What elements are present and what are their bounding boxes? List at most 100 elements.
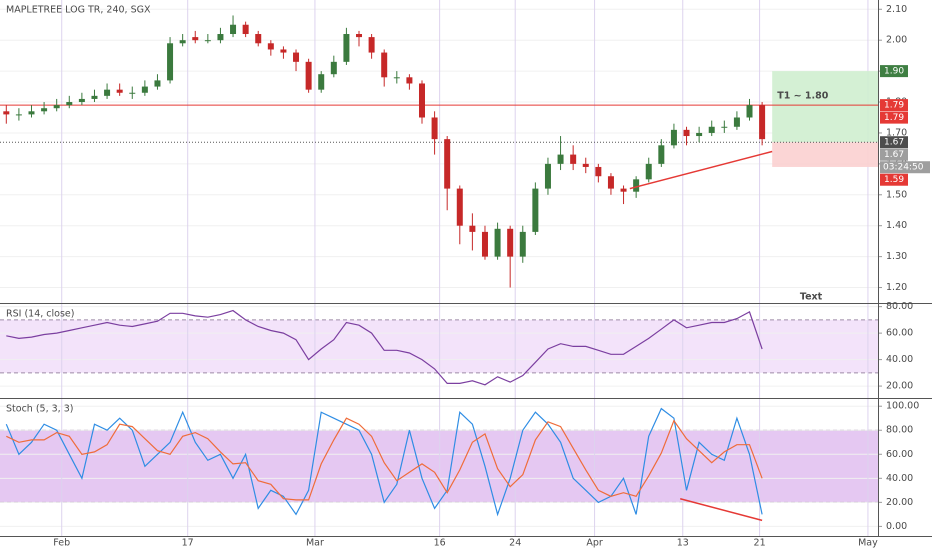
candle-body (733, 117, 740, 127)
x-tick-label: Apr (586, 538, 603, 549)
candle-body (78, 98, 85, 103)
candle-body (557, 154, 564, 164)
candle-body (179, 40, 186, 44)
candle-body (280, 49, 287, 53)
y-tick-label: 40.00 (886, 354, 913, 365)
candle-body (696, 132, 703, 137)
candle-body (418, 83, 425, 118)
pane (0, 304, 878, 398)
annotation: T1 ~ 1.80 (777, 90, 828, 101)
candle-body (204, 40, 211, 42)
candle-body (544, 163, 551, 189)
y-tick-label: 0.00 (886, 521, 907, 532)
price-tag-label: 1.67 (884, 138, 904, 148)
candle-body (104, 89, 111, 96)
price-tag (880, 65, 908, 78)
x-tick-label: 24 (509, 538, 521, 549)
candle-body (242, 24, 249, 35)
candle-body (456, 188, 463, 226)
candle-body (356, 34, 363, 38)
target-zone (772, 71, 878, 143)
candle-body (66, 102, 73, 106)
candle-body (645, 163, 652, 180)
candle-body (444, 139, 451, 189)
candle-body (255, 34, 262, 44)
candle-body (230, 24, 237, 35)
candle-body (305, 61, 312, 90)
candle-body (318, 74, 325, 90)
candle-body (620, 188, 627, 192)
candle-body (481, 231, 488, 257)
price-tag (880, 99, 908, 112)
price-tag-label: 1.67 (884, 150, 904, 160)
price-tag (880, 148, 908, 161)
trend-line (629, 150, 773, 190)
candle-body (431, 117, 438, 140)
countdown-tag (880, 161, 930, 174)
candle-body (406, 77, 413, 84)
x-tick-label: 21 (754, 538, 766, 549)
y-tick-label: 60.00 (886, 328, 913, 339)
x-tick-label: 13 (677, 538, 689, 549)
candle-body (154, 80, 161, 87)
candle-body (330, 61, 337, 75)
y-tick-label: 60.00 (886, 449, 913, 460)
candle-body (670, 129, 677, 146)
candle-body (192, 37, 199, 41)
candle-body (217, 34, 224, 41)
pane: T1 ~ 1.80 Text (0, 0, 878, 303)
candle-body (293, 52, 300, 62)
price-tag-label: 1.79 (884, 113, 904, 123)
price-tag (880, 111, 908, 124)
candle-body (746, 105, 753, 118)
y-tick-label: 2.00 (886, 35, 907, 46)
annotation: Text (800, 291, 823, 302)
x-tick-label: Mar (306, 538, 324, 549)
candle-body (393, 77, 400, 79)
price-tag-label: 1.59 (884, 175, 904, 185)
series-line (6, 309, 763, 386)
x-tick-label: 16 (434, 538, 446, 549)
candle-body (595, 166, 602, 177)
price-tag-label: 1.79 (884, 101, 904, 111)
candle-body (570, 154, 577, 164)
candle-body (368, 37, 375, 53)
candle-body (582, 163, 589, 167)
pane-title: RSI (14, close) (6, 309, 74, 320)
candle-body (129, 92, 136, 94)
candle-body (141, 86, 148, 93)
candle-body (381, 52, 388, 78)
candle-body (494, 228, 501, 257)
candle-body (91, 95, 98, 99)
candle-body (41, 108, 48, 112)
countdown: 03:24:50 (883, 163, 924, 173)
y-tick-label: 100.00 (886, 401, 919, 412)
candle-body (633, 179, 640, 192)
y-tick-label: 80.00 (886, 301, 913, 312)
y-tick-label: 1.40 (886, 220, 907, 231)
x-tick-label: 17 (182, 538, 194, 549)
series-line (5, 407, 763, 517)
price-tag-label: 1.90 (884, 67, 904, 77)
candle-body (267, 43, 274, 50)
y-tick-label: 80.00 (886, 425, 913, 436)
candle-body (28, 111, 35, 115)
candle-body (759, 105, 766, 140)
y-tick-label: 2.10 (886, 4, 907, 15)
candle-body (167, 43, 174, 81)
y-tick-label: 1.50 (886, 189, 907, 200)
candle-body (343, 34, 350, 62)
y-tick-label: 40.00 (886, 473, 913, 484)
candle-body (15, 114, 22, 116)
band-fill (0, 319, 878, 373)
candle-body (532, 188, 539, 232)
trend-line (680, 498, 763, 522)
price-tag (880, 136, 908, 149)
x-tick-label: May (858, 538, 878, 549)
candle-body (3, 111, 10, 115)
candle-body (519, 231, 526, 257)
x-tick-label: Feb (53, 538, 70, 549)
y-tick-label: 1.30 (886, 251, 907, 262)
